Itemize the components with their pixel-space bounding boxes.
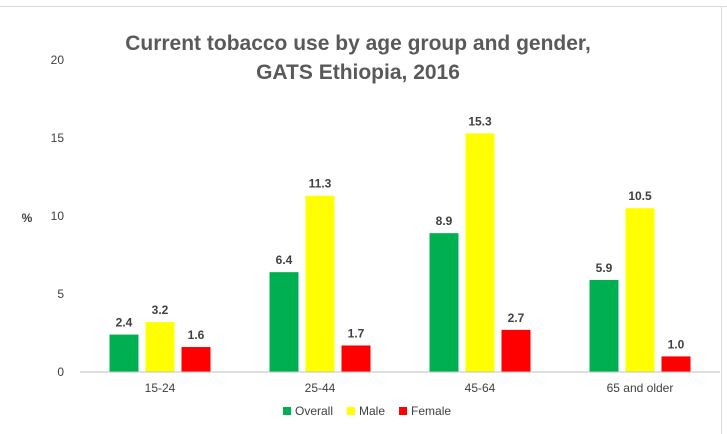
- data-label: 2.4: [116, 316, 133, 330]
- bar-male-1: [305, 195, 335, 372]
- chart-title-line-1: Current tobacco use by age group and gen…: [125, 32, 591, 55]
- bars-group: [109, 133, 691, 372]
- data-label: 15.3: [468, 114, 492, 128]
- bar-overall-2: [429, 233, 459, 372]
- y-tick-label: 20: [51, 53, 65, 67]
- bar-overall-1: [269, 272, 299, 372]
- right-border: [721, 6, 722, 434]
- legend: Overall Male Female: [283, 404, 451, 418]
- bar-overall-0: [109, 334, 139, 372]
- legend-swatch-male: [347, 407, 356, 415]
- bar-male-2: [465, 133, 495, 372]
- data-label: 1.7: [348, 326, 365, 340]
- data-label: 1.0: [668, 337, 685, 351]
- x-category-label: 25-44: [305, 381, 336, 395]
- data-label: 2.7: [508, 311, 525, 325]
- y-tick-label: 0: [57, 365, 64, 379]
- top-border: [0, 6, 727, 7]
- y-tick-label: 10: [51, 209, 65, 223]
- data-label: 8.9: [436, 214, 453, 228]
- y-tick-label: 5: [57, 287, 64, 301]
- bar-female-2: [501, 329, 531, 372]
- bar-female-0: [181, 347, 211, 372]
- bar-female-1: [341, 345, 371, 372]
- y-axis-label: %: [22, 211, 33, 225]
- legend-label-overall: Overall: [295, 404, 333, 418]
- data-label: 5.9: [596, 261, 613, 275]
- data-label: 3.2: [152, 303, 169, 317]
- bar-overall-3: [589, 279, 619, 372]
- data-labels-group: 2.4 3.2 1.6 6.4 11.3 1.7 8.9 15.3 2.7 5.9 10.5 1.0: [116, 114, 685, 351]
- legend-swatch-female: [399, 407, 408, 415]
- x-category-label: 15-24: [145, 381, 176, 395]
- x-category-label: 65 and older: [607, 381, 674, 395]
- x-category-label: 45-64: [465, 381, 496, 395]
- bar-female-3: [661, 356, 691, 372]
- data-label: 10.5: [628, 189, 652, 203]
- data-label: 11.3: [309, 177, 332, 191]
- y-tick-label: 15: [51, 131, 65, 145]
- legend-swatch-overall: [283, 407, 291, 415]
- x-axis-categories: 15-24 25-44 45-64 65 and older: [145, 381, 674, 395]
- data-label: 6.4: [276, 253, 293, 267]
- y-axis-ticks: 0 5 10 15 20: [51, 53, 65, 379]
- bar-male-3: [625, 208, 655, 372]
- chart-title-line-2: GATS Ethiopia, 2016: [256, 61, 460, 84]
- data-label: 1.6: [188, 328, 205, 342]
- legend-label-male: Male: [359, 404, 385, 418]
- legend-label-female: Female: [411, 404, 451, 418]
- bar-male-0: [145, 322, 175, 372]
